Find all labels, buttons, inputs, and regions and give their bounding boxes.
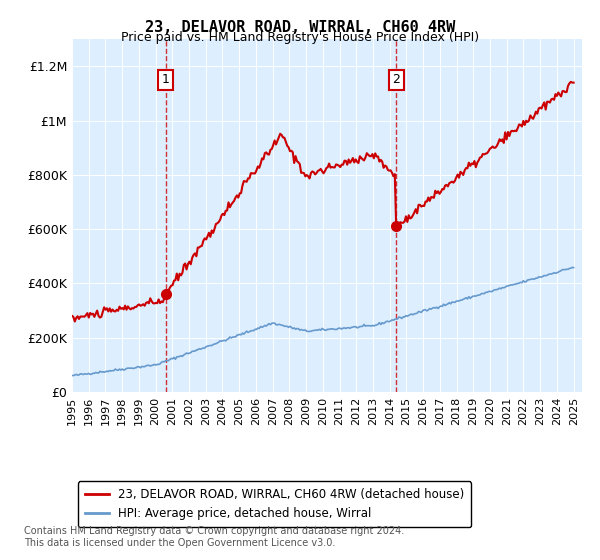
Text: 1: 1	[162, 73, 170, 86]
Text: 23, DELAVOR ROAD, WIRRAL, CH60 4RW: 23, DELAVOR ROAD, WIRRAL, CH60 4RW	[145, 20, 455, 35]
Legend: 23, DELAVOR ROAD, WIRRAL, CH60 4RW (detached house), HPI: Average price, detache: 23, DELAVOR ROAD, WIRRAL, CH60 4RW (deta…	[78, 481, 472, 527]
Text: 2: 2	[392, 73, 400, 86]
Text: Contains HM Land Registry data © Crown copyright and database right 2024.
This d: Contains HM Land Registry data © Crown c…	[24, 526, 404, 548]
Text: Price paid vs. HM Land Registry's House Price Index (HPI): Price paid vs. HM Land Registry's House …	[121, 31, 479, 44]
